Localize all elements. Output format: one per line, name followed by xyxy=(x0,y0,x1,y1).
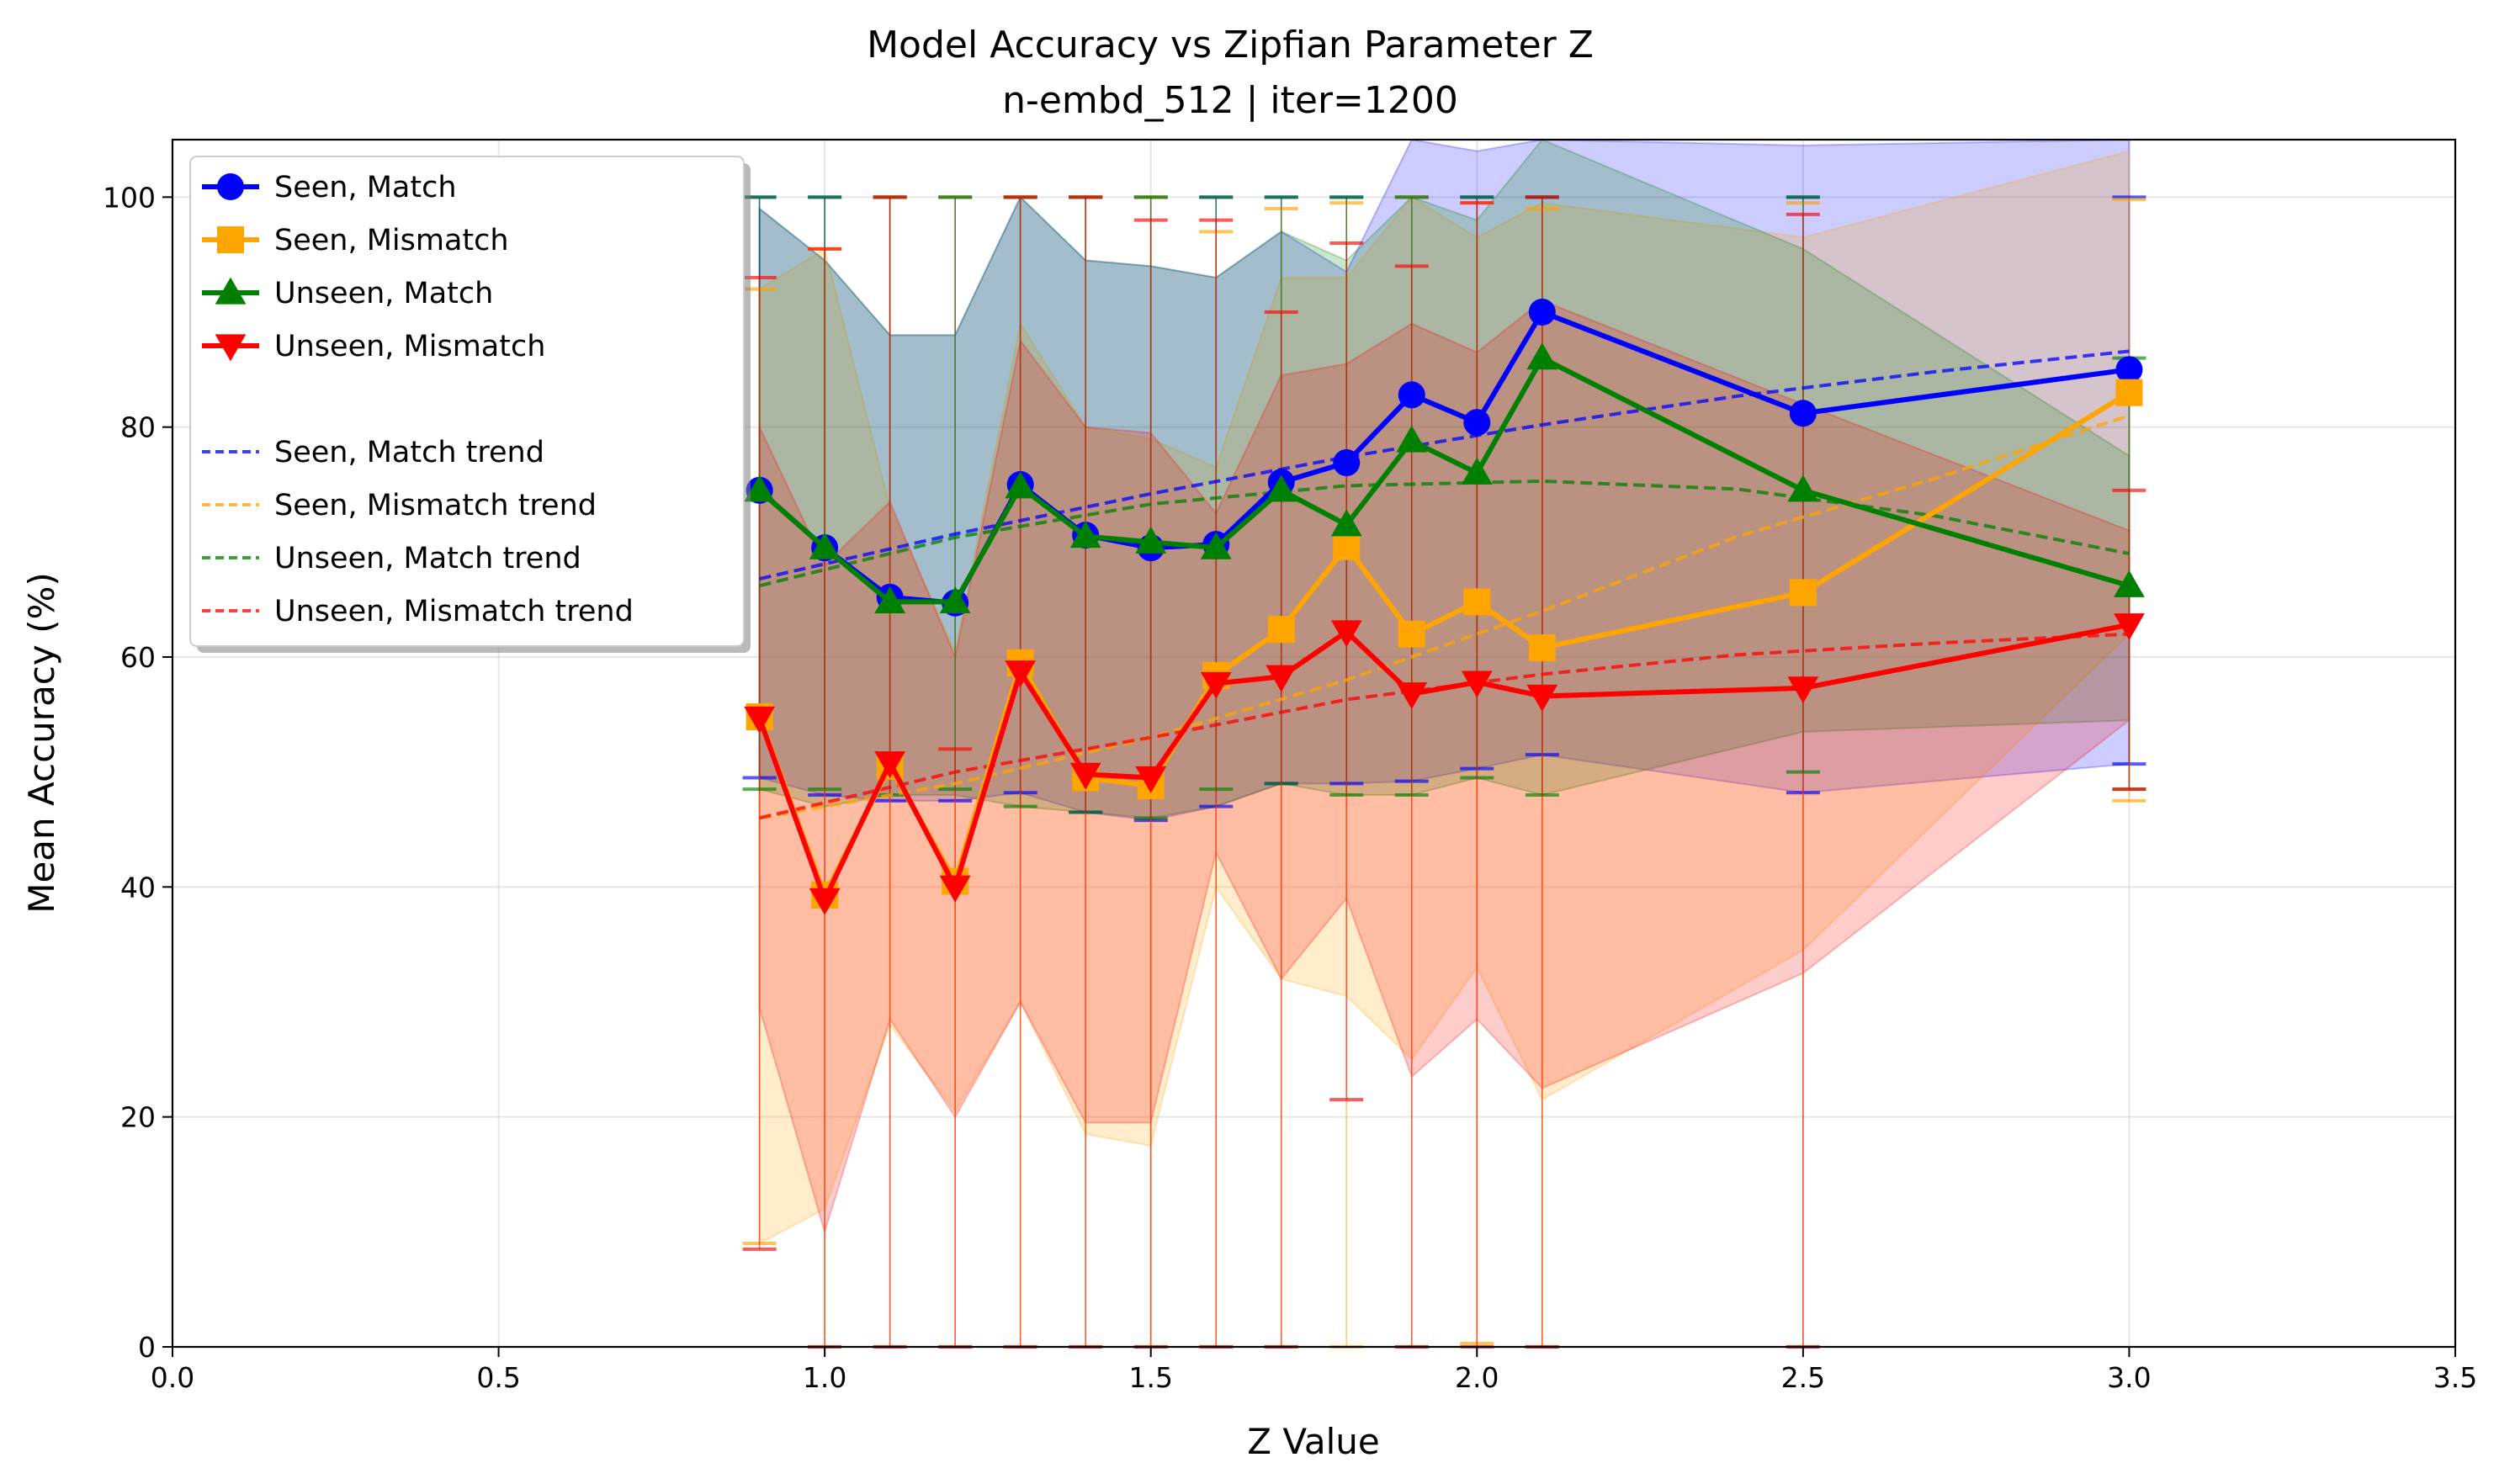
unseen-mismatch-point xyxy=(939,875,971,903)
seen-mismatch-point xyxy=(1789,579,1817,607)
unseen-match-point xyxy=(1069,521,1101,549)
unseen-match-point xyxy=(1266,474,1297,502)
unseen-mismatch-point xyxy=(1461,670,1493,698)
legend-label-unseen-mismatch-trend: Unseen, Mismatch trend xyxy=(274,595,634,628)
x-tick-label: 2.5 xyxy=(1781,1361,1825,1394)
y-tick-label: 100 xyxy=(103,181,156,214)
y-axis-label: Mean Accuracy (%) xyxy=(21,572,62,914)
unseen-mismatch-point xyxy=(1526,684,1558,712)
unseen-match-point xyxy=(744,474,776,502)
y-axis-ticks: 0 20 40 60 80 100 xyxy=(103,181,172,1364)
unseen-mismatch-series xyxy=(744,613,2145,915)
confidence-bands xyxy=(758,138,2131,1245)
unseen-match-point xyxy=(1787,474,1819,502)
x-tick-label: 0.5 xyxy=(476,1361,520,1394)
seen-match-point xyxy=(2115,356,2143,384)
x-tick-label: 3.0 xyxy=(2107,1361,2151,1394)
error-bars xyxy=(742,195,2146,1349)
legend-marker-seen-mismatch xyxy=(217,226,244,253)
unseen-match-point xyxy=(809,532,841,559)
seen-mismatch-point xyxy=(1528,634,1556,662)
unseen-mismatch-point xyxy=(744,706,776,734)
seen-mismatch-point xyxy=(1398,620,1425,648)
unseen-mismatch-point xyxy=(2114,613,2145,641)
unseen-mismatch-point xyxy=(1266,665,1297,692)
x-axis-label: Z Value xyxy=(1247,1421,1379,1462)
unseen-mismatch-point xyxy=(874,751,906,779)
unseen-match-point xyxy=(1005,471,1037,499)
seen-match-point xyxy=(1528,299,1556,326)
legend-box xyxy=(189,156,745,647)
legend-marker-unseen-mismatch xyxy=(215,334,247,362)
unseen-match-point xyxy=(1200,532,1232,559)
y-tick-label: 40 xyxy=(120,871,156,904)
unseen-mismatch-point xyxy=(1396,682,1428,710)
unseen-match-point xyxy=(1330,509,1362,537)
seen-mismatch-point xyxy=(1463,588,1491,616)
x-tick-label: 0.0 xyxy=(151,1361,194,1394)
seen-match-point xyxy=(1463,409,1491,437)
y-tick-label: 60 xyxy=(120,641,156,674)
unseen-match-series xyxy=(744,342,2145,613)
unseen-match-point xyxy=(874,586,906,613)
unseen-match-point xyxy=(939,586,971,613)
x-tick-label: 1.5 xyxy=(1128,1361,1172,1394)
seen-match-point xyxy=(1333,449,1361,477)
unseen-mismatch-point xyxy=(1787,676,1819,704)
seen-match-point xyxy=(1398,381,1425,409)
unseen-mismatch-point xyxy=(1069,762,1101,790)
unseen-match-point xyxy=(2114,570,2145,597)
unseen-mismatch-point xyxy=(1005,660,1037,688)
chart-subtitle: n-embd_512 | iter=1200 xyxy=(1002,79,1458,122)
legend-label-seen-mismatch-trend: Seen, Mismatch trend xyxy=(274,489,597,522)
legend-label-unseen-mismatch: Unseen, Mismatch xyxy=(274,330,545,363)
x-axis-ticks: 0.0 0.5 1.0 1.5 2.0 2.5 3.0 3.5 xyxy=(151,1347,2477,1394)
seen-mismatch-point xyxy=(2115,379,2143,406)
x-tick-label: 2.0 xyxy=(1455,1361,1499,1394)
seen-match-point xyxy=(1789,400,1817,427)
x-tick-label: 3.5 xyxy=(2433,1361,2477,1394)
y-tick-label: 80 xyxy=(120,411,156,444)
seen-mismatch-point xyxy=(1333,533,1361,560)
unseen-match-point xyxy=(1526,342,1558,370)
legend-label-unseen-match-trend: Unseen, Match trend xyxy=(274,542,581,575)
data-series xyxy=(744,299,2145,915)
unseen-mismatch-point xyxy=(1135,766,1167,793)
plot-frame xyxy=(171,138,2457,1349)
unseen-mismatch-point xyxy=(1330,620,1362,648)
legend: Seen, Match Seen, Mismatch Unseen, Match Un… xyxy=(189,156,751,653)
legend-marker-seen-match xyxy=(217,173,244,200)
unseen-match-point xyxy=(1461,457,1493,485)
y-tick-label: 0 xyxy=(138,1331,156,1364)
legend-marker-unseen-match xyxy=(215,277,247,305)
y-tick-label: 20 xyxy=(120,1101,156,1134)
unseen-match-trend-line xyxy=(759,479,2130,588)
unseen-mismatch-point xyxy=(1200,671,1232,699)
seen-match-trend-line xyxy=(759,349,2130,581)
legend-label-seen-match: Seen, Match xyxy=(274,171,457,204)
unseen-mismatch-point xyxy=(809,888,841,915)
chart-title: Model Accuracy vs Zipfian Parameter Z xyxy=(867,24,1594,66)
legend-label-seen-match-trend: Seen, Match trend xyxy=(274,436,544,469)
legend-label-unseen-match: Unseen, Match xyxy=(274,277,493,310)
legend-label-seen-mismatch: Seen, Mismatch xyxy=(274,224,509,257)
seen-mismatch-point xyxy=(1267,616,1295,644)
x-tick-label: 1.0 xyxy=(803,1361,846,1394)
unseen-match-point xyxy=(1396,425,1428,453)
unseen-match-point xyxy=(1135,526,1167,554)
